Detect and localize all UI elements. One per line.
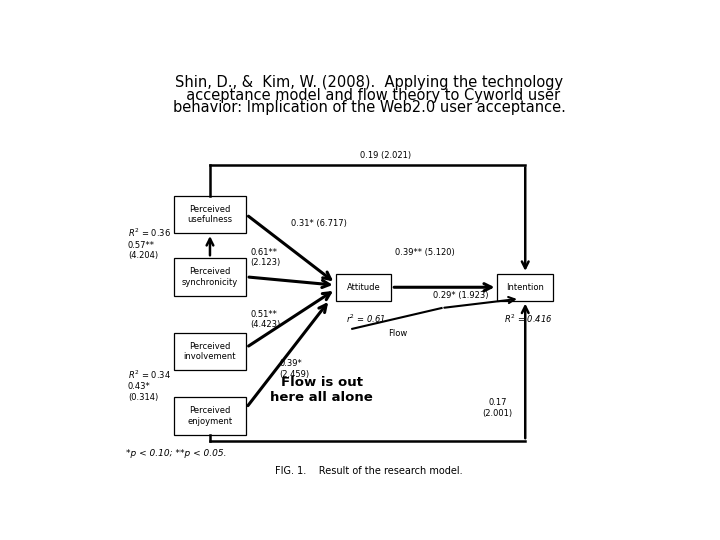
FancyBboxPatch shape: [174, 397, 246, 435]
Text: acceptance model and flow theory to Cyworld user: acceptance model and flow theory to Cywo…: [177, 87, 561, 103]
FancyBboxPatch shape: [174, 196, 246, 233]
Text: $R^2$ = 0.416: $R^2$ = 0.416: [504, 312, 552, 325]
Text: Perceived
usefulness: Perceived usefulness: [187, 205, 233, 224]
Text: 0.61**
(2.123): 0.61** (2.123): [251, 248, 281, 267]
Text: 0.39*
(2.459): 0.39* (2.459): [280, 360, 310, 379]
FancyBboxPatch shape: [174, 333, 246, 370]
Text: Flow is out
here all alone: Flow is out here all alone: [270, 376, 373, 404]
Text: Perceived
involvement: Perceived involvement: [184, 342, 236, 361]
Text: 0.29* (1.923): 0.29* (1.923): [433, 291, 489, 300]
Text: 0.51**
(4.423): 0.51** (4.423): [251, 309, 281, 329]
Text: 0.19 (2.021): 0.19 (2.021): [360, 151, 411, 160]
Text: $r^2$ = 0.61: $r^2$ = 0.61: [346, 312, 386, 325]
FancyBboxPatch shape: [174, 258, 246, 295]
Text: 0.17
(2.001): 0.17 (2.001): [482, 398, 513, 417]
Text: Perceived
enjoyment: Perceived enjoyment: [187, 407, 233, 426]
Text: Flow: Flow: [389, 329, 408, 338]
Text: 0.39** (5.120): 0.39** (5.120): [395, 248, 454, 257]
Text: Shin, D., &  Kim, W. (2008).  Applying the technology: Shin, D., & Kim, W. (2008). Applying the…: [175, 75, 563, 90]
Text: 0.31* (6.717): 0.31* (6.717): [291, 219, 347, 228]
Text: $R^2$ = 0.34
0.43*
(0.314): $R^2$ = 0.34 0.43* (0.314): [128, 368, 171, 402]
Text: behavior: Implication of the Web2.0 user acceptance.: behavior: Implication of the Web2.0 user…: [173, 100, 565, 115]
Text: *p < 0.10; **p < 0.05.: *p < 0.10; **p < 0.05.: [126, 449, 227, 458]
Text: FIG. 1.    Result of the research model.: FIG. 1. Result of the research model.: [275, 467, 463, 476]
FancyBboxPatch shape: [498, 274, 553, 301]
FancyBboxPatch shape: [336, 274, 392, 301]
Text: $R^2$ = 0.36
0.57**
(4.204): $R^2$ = 0.36 0.57** (4.204): [128, 227, 171, 260]
Text: Perceived
synchronicity: Perceived synchronicity: [182, 267, 238, 287]
Text: Intention: Intention: [506, 283, 544, 292]
Text: Attitude: Attitude: [346, 283, 380, 292]
